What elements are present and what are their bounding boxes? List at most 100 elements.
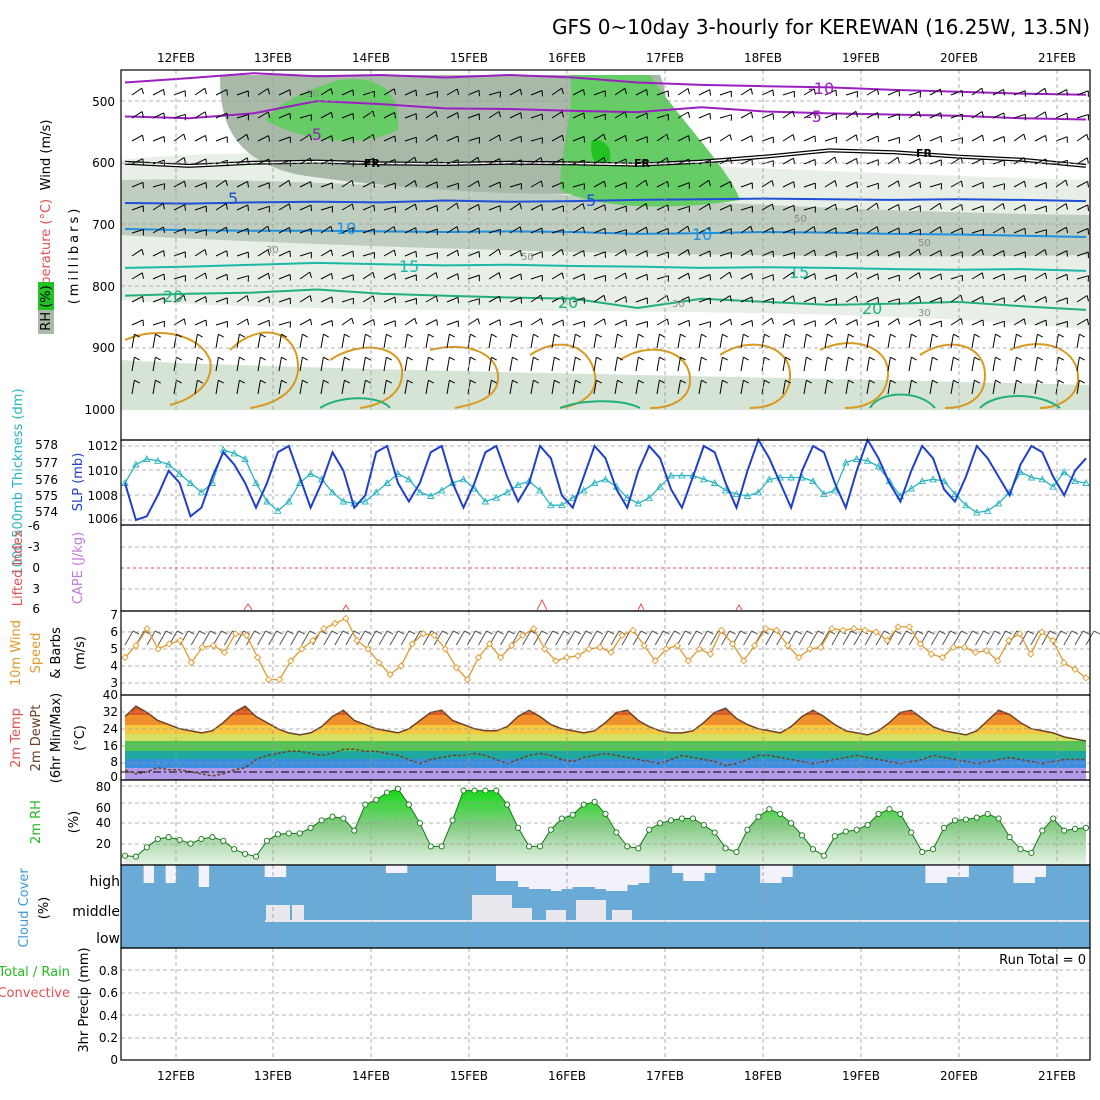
wind-barb [992,334,996,349]
wind-barb-flag [877,112,879,119]
wind-barb-flag [365,356,371,361]
rh2m-marker [853,826,860,833]
wind-barb-flag [919,182,921,189]
wind-barb [908,111,920,119]
wind10m-barb [809,630,819,646]
wind10m-marker [828,624,836,633]
wind-barb-flag [393,88,396,95]
wind-barb [404,136,417,142]
temp-label: 10 [692,225,712,244]
thickness-marker [263,497,271,505]
cloud-high-block [462,865,474,893]
cloud-high-block [176,865,188,893]
wind-barb [572,112,585,119]
wind-barb [488,111,500,119]
wind-barb-flag [604,228,606,235]
cloud-high-block [605,891,618,893]
wind-barb-flag [141,87,144,95]
rh2m-marker [635,845,642,852]
wind-barb-flag [982,135,985,142]
wind10m-barb [334,630,344,646]
wind10m-marker [143,624,151,633]
rh2m-marker [1050,815,1057,822]
wind-barb-flag [351,317,354,325]
wind-barb [194,205,207,211]
wind-barb [971,319,984,326]
wind-barb-flag [1045,135,1047,142]
wind-barb [1055,89,1067,96]
wind-barb [257,272,269,280]
cloud-high-block [1001,865,1014,893]
cloud-high-block [671,873,684,893]
wind-barb [320,182,333,188]
wind-barb [1013,113,1026,119]
wind-barb-flag [498,111,501,118]
temp-axis-label: 2m Temp [9,708,24,768]
rh2m-marker [689,815,696,822]
wind-barb-flag [1016,333,1022,338]
wind-barb-flag [540,180,544,187]
wind-barb [152,320,165,326]
wind-barb-flag [1003,112,1005,119]
wind-barb [782,157,794,165]
thickness-marker [754,488,763,496]
thickness-marker [285,497,293,505]
wind-barb [320,135,333,142]
thickness-marker [186,479,195,486]
wind10m-barb-flag [408,630,416,635]
wind-barb [320,206,333,211]
wind-barb [950,334,954,349]
rh2m-marker [1082,824,1090,831]
wind10m-marker [519,631,527,640]
rh2m-marker [580,801,587,808]
wind-barb [971,87,983,96]
wind-barb [278,160,291,165]
wind-barb-flag [477,157,480,164]
wind10m-barb [566,630,576,646]
cloud-high-block [682,881,695,893]
wind-barb [383,320,396,326]
wind-barb [866,320,879,326]
wind-barb [908,158,920,165]
wind10m-speed-line [124,617,1087,681]
precip-tick: 0.4 [99,1009,118,1023]
wind-barb [1013,380,1017,395]
wind-barb-flag [730,205,732,212]
wind-barb [698,136,711,142]
rh2m-panel: 80 60 40 20 2m RH (%) [29,779,1091,866]
wind-barb-flag [877,297,879,304]
thickness-marker [656,482,664,490]
wind10m-barb [478,630,487,646]
cloud-high-block [638,883,651,893]
cloud-high-block [220,865,232,893]
wind-barb-flag [729,271,732,279]
wind10m-barb-flag [353,630,361,635]
wind-barb [320,111,332,119]
wind-barb-flag [982,296,984,303]
wind10m-marker [331,619,339,628]
wind-barb-flag [386,356,392,361]
wind-barb-flag [1016,356,1022,361]
wind10m-barb-flag [994,630,1001,635]
wind-barb-flag [470,333,476,338]
thickness-marker [492,493,501,501]
wind-barb-flag [855,134,858,141]
wind-barb [677,111,689,119]
wind-barb [194,357,198,372]
wind-barb-flag [141,111,144,118]
wind-barb-flag [163,250,165,257]
thickness-marker [929,475,937,483]
wind-barb [383,159,396,165]
wind-barb-flag [176,379,182,384]
wind-barb [614,319,627,326]
wind-barb [929,320,942,326]
wind-barb [236,90,249,96]
wind10m-marker [607,648,615,657]
wind-barb-flag [142,158,144,165]
rh2m-tick: 40 [96,816,111,830]
wind10m-barb [875,630,885,646]
wind-barb-flag [554,356,560,361]
wind-barb-flag [722,356,728,361]
temperature-units-label: (°C) [73,725,88,751]
wind-barb [173,380,177,395]
